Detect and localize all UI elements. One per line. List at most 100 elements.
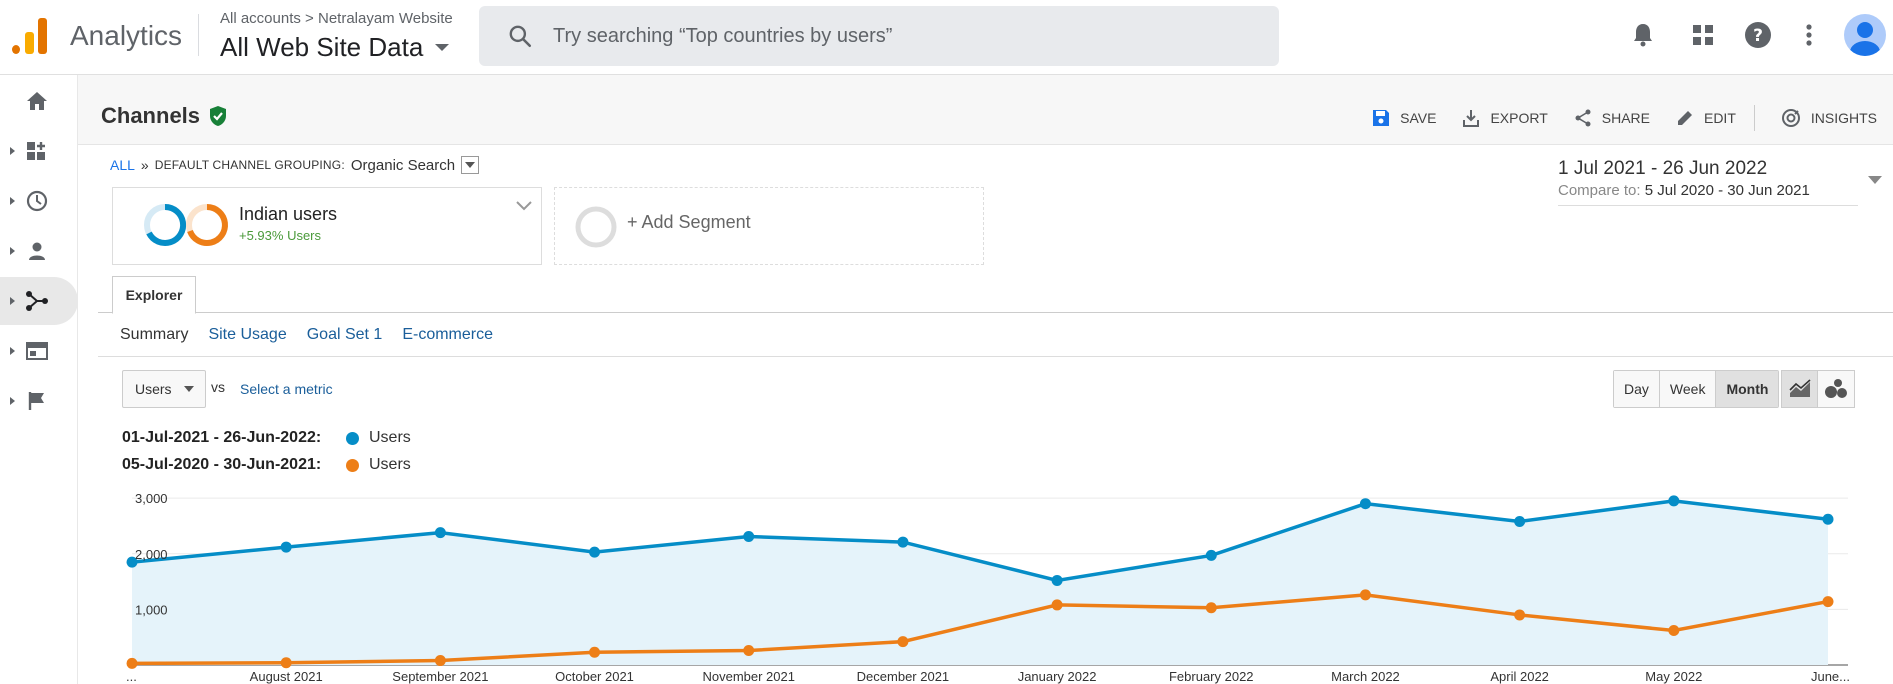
data-point	[1668, 625, 1680, 637]
behavior-icon	[25, 339, 49, 363]
subtab-goal-set-1[interactable]: Goal Set 1	[306, 325, 383, 343]
legend-range: 01-Jul-2021 - 26-Jun-2022:	[122, 429, 322, 446]
apps-grid-icon[interactable]	[1688, 20, 1718, 50]
data-point	[126, 657, 138, 669]
legend-series-name: Users	[369, 429, 411, 446]
data-point	[280, 541, 292, 553]
data-point	[1514, 515, 1526, 527]
primary-metric-label: Users	[135, 381, 172, 397]
x-tick-label: August 2021	[250, 669, 323, 684]
page-title-text: Channels	[101, 103, 201, 128]
drilldown-breadcrumb: ALL » DEFAULT CHANNEL GROUPING: Organic …	[110, 156, 480, 174]
save-button[interactable]: SAVE	[1372, 109, 1436, 127]
analytics-logo[interactable]	[12, 18, 47, 54]
divider	[1558, 205, 1858, 206]
y-tick-label: 1,000	[135, 602, 168, 617]
legend-range: 05-Jul-2020 - 30-Jun-2021:	[122, 456, 322, 473]
help-icon[interactable]: ?	[1743, 20, 1773, 50]
add-segment-card[interactable]: + Add Segment	[554, 187, 984, 265]
more-vert-icon[interactable]	[1794, 20, 1824, 50]
data-point	[280, 657, 292, 669]
export-button[interactable]: EXPORT	[1462, 109, 1548, 127]
x-tick-label: January 2022	[1018, 669, 1097, 684]
conversions-icon	[25, 389, 49, 413]
nav-realtime[interactable]	[0, 177, 78, 225]
app-name: Analytics	[70, 20, 183, 51]
data-point	[1514, 609, 1526, 621]
nav-conversions[interactable]	[0, 377, 78, 425]
nav-home[interactable]	[0, 77, 78, 125]
search-input[interactable]: Try searching “Top countries by users”	[553, 24, 893, 47]
month-button[interactable]: Month	[1715, 371, 1779, 407]
edit-button[interactable]: EDIT	[1676, 109, 1736, 127]
explorer-subtabs: Summary Site Usage Goal Set 1 E-commerce	[98, 313, 1893, 357]
grouping-dropdown[interactable]	[461, 156, 480, 174]
y-tick-label: 2,000	[135, 547, 168, 562]
insights-button[interactable]: INSIGHTS	[1781, 108, 1877, 128]
chart-type-toggle	[1781, 370, 1855, 408]
x-tick-label: May 2022	[1645, 669, 1702, 684]
week-button[interactable]: Week	[1658, 371, 1716, 407]
legend-item: 05-Jul-2020 - 30-Jun-2021: Users	[122, 456, 411, 474]
expand-arrow-icon	[10, 247, 15, 255]
nav-audience[interactable]	[0, 227, 78, 275]
view-selector[interactable]: All Web Site Data	[220, 32, 450, 63]
data-point	[589, 546, 601, 558]
save-icon	[1373, 110, 1390, 126]
caret-down-icon[interactable]	[1868, 176, 1882, 184]
share-button[interactable]: SHARE	[1574, 109, 1650, 127]
data-point	[1205, 549, 1217, 561]
tab-explorer[interactable]: Explorer	[112, 276, 196, 314]
legend-item: 01-Jul-2021 - 26-Jun-2022: Users	[122, 429, 411, 447]
account-breadcrumb[interactable]: All accounts > Netralayam Website	[220, 10, 453, 27]
x-tick-label: October 2021	[555, 669, 634, 684]
account-avatar[interactable]	[1844, 14, 1886, 56]
edit-label: EDIT	[1703, 110, 1736, 126]
data-point	[743, 531, 755, 543]
data-point	[589, 646, 601, 658]
chevron-down-icon[interactable]	[515, 200, 533, 212]
line-chart-icon[interactable]	[1782, 371, 1818, 407]
date-range-compare: Compare to: 5 Jul 2020 - 30 Jun 2021	[1558, 182, 1858, 199]
users-line-chart: 1,000 2,000 3,000... August 2021 September 2…	[126, 491, 1850, 684]
empty-segment-circle-icon	[575, 206, 617, 248]
data-point	[434, 527, 446, 539]
acquisition-icon	[25, 289, 49, 313]
nav-customization[interactable]	[0, 127, 78, 175]
select-metric-link[interactable]: Select a metric	[240, 381, 333, 397]
breadcrumb-all-link[interactable]: ALL	[110, 157, 135, 173]
breadcrumb-property[interactable]: Netralayam Website	[317, 10, 453, 27]
nav-acquisition[interactable]	[0, 277, 78, 325]
report-header: Channels SAVE EXPORT SHARE EDIT INSIGHTS	[78, 75, 1893, 145]
expand-arrow-icon	[10, 397, 15, 405]
legend-series-name: Users	[369, 456, 411, 473]
breadcrumb-account[interactable]: All accounts	[220, 10, 301, 27]
subtab-ecommerce[interactable]: E-commerce	[402, 325, 494, 343]
expand-arrow-icon	[10, 147, 15, 155]
bell-icon[interactable]	[1628, 20, 1658, 50]
segment-card-indian-users[interactable]: Indian users +5.93% Users	[112, 187, 542, 265]
day-button[interactable]: Day	[1614, 371, 1659, 407]
compare-label: Compare to:	[1558, 182, 1641, 199]
motion-chart-icon[interactable]	[1818, 371, 1854, 407]
view-name: All Web Site Data	[220, 32, 424, 62]
grouping-value: Organic Search	[350, 156, 456, 174]
legend-dot	[346, 431, 359, 445]
primary-metric-select[interactable]: Users	[122, 370, 206, 408]
subtab-site-usage[interactable]: Site Usage	[208, 325, 287, 343]
left-nav	[0, 75, 78, 684]
nav-behavior[interactable]	[0, 327, 78, 375]
date-range-picker[interactable]: 1 Jul 2021 - 26 Jun 2022 Compare to: 5 J…	[1558, 158, 1882, 206]
subtab-summary[interactable]: Summary	[120, 325, 189, 343]
add-segment-label: + Add Segment	[627, 212, 751, 232]
series-line	[131, 593, 1829, 666]
x-tick-label: ...	[126, 669, 137, 684]
series-line	[131, 499, 1829, 583]
divider	[198, 14, 199, 56]
export-label: EXPORT	[1490, 110, 1548, 126]
date-range-main: 1 Jul 2021 - 26 Jun 2022	[1558, 158, 1768, 179]
edit-icon	[1677, 111, 1692, 125]
search-bar[interactable]: Try searching “Top countries by users”	[479, 6, 1279, 66]
report-tabs: Explorer	[98, 275, 1893, 314]
x-tick-label: June...	[1811, 669, 1850, 684]
